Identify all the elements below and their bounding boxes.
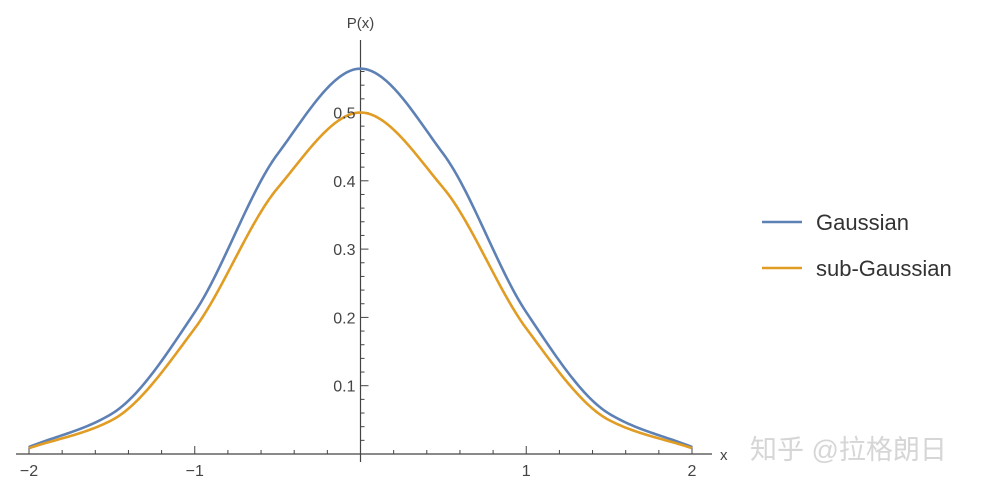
watermark-text: 知乎 @拉格朗日 (750, 435, 947, 465)
x-tick-label: 2 (688, 463, 697, 480)
x-tick-label: −1 (186, 463, 204, 480)
y-tick-label: 0.1 (333, 379, 355, 396)
y-tick-label: 0.4 (333, 174, 355, 191)
axes-layer (16, 40, 712, 462)
y-tick-label: 0.5 (333, 106, 355, 123)
series-line-gaussian (28, 67, 693, 449)
series-line-sub-gaussian (28, 111, 693, 450)
x-tick-label: 1 (522, 463, 531, 480)
y-axis-title: P(x) (347, 15, 375, 32)
x-tick-label: −2 (20, 463, 38, 480)
legend-label: sub-Gaussian (816, 256, 952, 281)
legend: Gaussian sub-Gaussian (762, 210, 952, 281)
y-tick-label: 0.3 (333, 242, 355, 259)
x-axis-title: x (720, 447, 728, 464)
curves-layer (28, 67, 693, 450)
legend-label: Gaussian (816, 210, 909, 235)
y-tick-label: 0.2 (333, 310, 355, 327)
tick-labels-layer: −2 −1 1 2 0.1 0.2 0.3 0.4 0.5 (20, 106, 697, 481)
